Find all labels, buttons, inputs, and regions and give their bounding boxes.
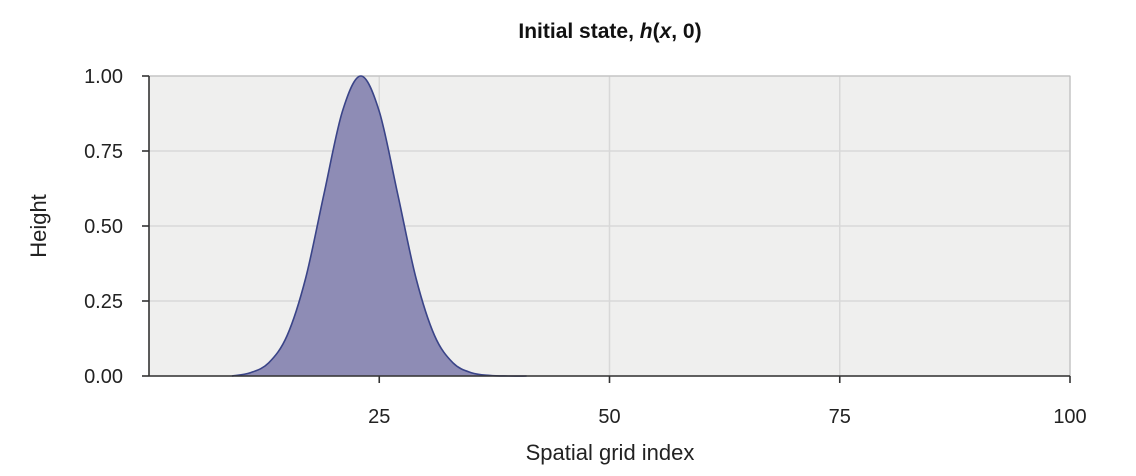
y-tick-label: 1.00 xyxy=(84,66,123,88)
y-axis-ticks: 0.00 0.25 0.50 0.75 1.00 xyxy=(84,66,149,388)
series-line xyxy=(231,75,527,377)
y-tick-label: 0.50 xyxy=(84,216,123,238)
x-tick-label: 25 xyxy=(368,406,390,428)
x-tick-label: 100 xyxy=(1053,406,1086,428)
x-axis-label: Spatial grid index xyxy=(526,440,695,465)
series-area-fill xyxy=(231,76,527,377)
y-tick-label: 0.00 xyxy=(84,366,123,388)
x-axis-ticks: 25 50 75 100 xyxy=(368,376,1087,428)
chart-title: Initial state, h(x, 0) xyxy=(518,20,701,43)
y-tick-label: 0.25 xyxy=(84,291,123,313)
y-tick-label: 0.75 xyxy=(84,141,123,163)
y-axis-label: Height xyxy=(26,194,51,258)
x-tick-label: 75 xyxy=(829,406,851,428)
x-tick-label: 50 xyxy=(598,406,620,428)
